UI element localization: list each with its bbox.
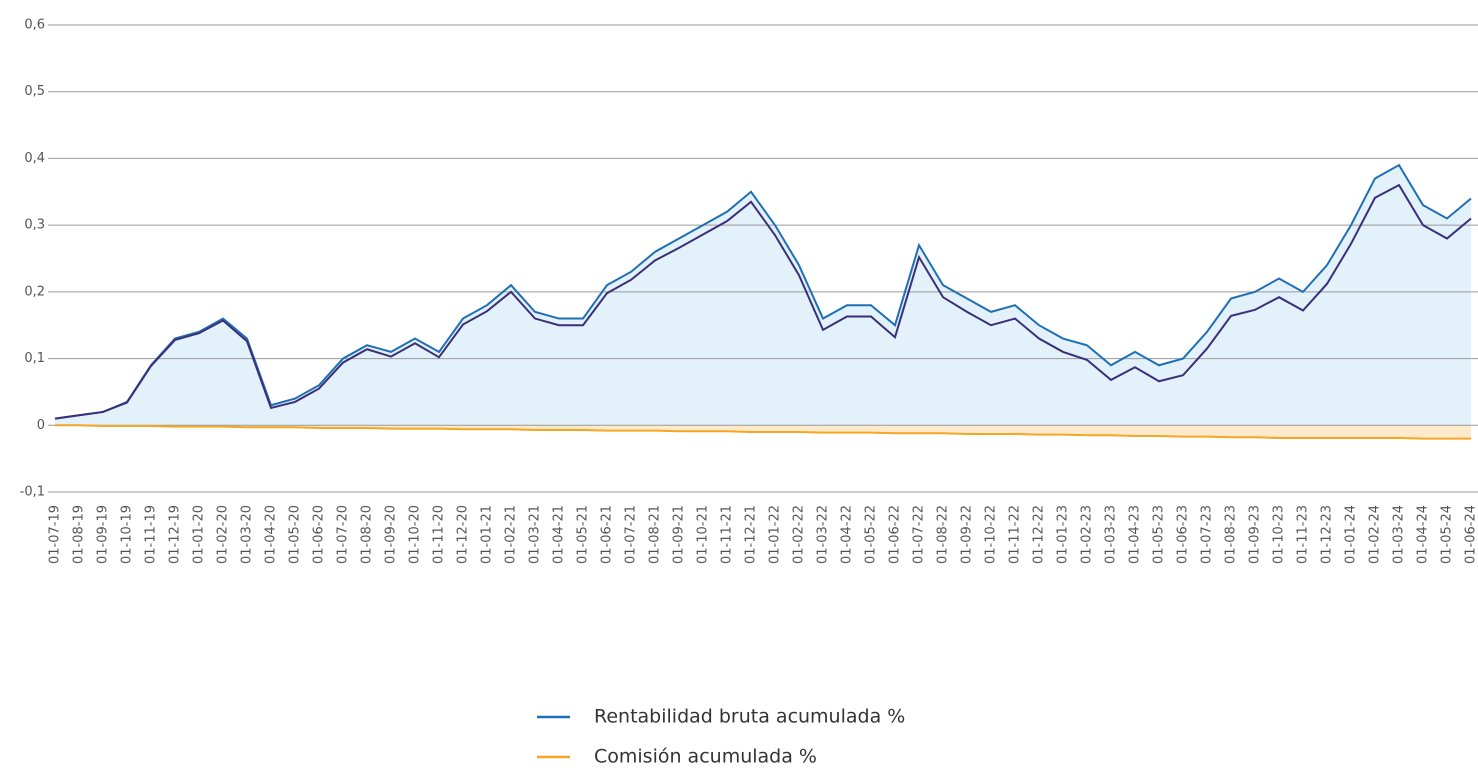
x-tick-label: 01-10-21 bbox=[696, 505, 711, 564]
x-tick-label: 01-01-23 bbox=[1056, 505, 1071, 564]
x-tick-label: 01-04-23 bbox=[1128, 505, 1143, 564]
x-tick-label: 01-09-20 bbox=[384, 505, 399, 564]
x-tick-label: 01-11-21 bbox=[720, 505, 735, 564]
x-tick-label: 01-09-19 bbox=[96, 505, 111, 564]
x-tick-label: 01-12-23 bbox=[1320, 505, 1335, 564]
legend-label: Comisión acumulada % bbox=[594, 746, 817, 768]
series-line bbox=[54, 163, 1472, 420]
x-tick-label: 01-03-22 bbox=[816, 505, 831, 564]
x-tick-label: 01-07-23 bbox=[1200, 505, 1215, 564]
x-tick-label: 01-08-22 bbox=[936, 505, 951, 564]
y-tick-label: -0,1 bbox=[20, 485, 45, 500]
x-tick-label: 01-06-23 bbox=[1176, 505, 1191, 564]
legend-label: Rentabilidad bruta acumulada % bbox=[594, 706, 905, 728]
x-tick-label: 01-09-21 bbox=[672, 505, 687, 564]
x-tick-label: 01-06-22 bbox=[888, 505, 903, 564]
x-tick-label: 01-02-22 bbox=[792, 505, 807, 564]
x-tick-label: 01-08-23 bbox=[1224, 505, 1239, 564]
y-tick-label: 0,4 bbox=[24, 151, 45, 166]
x-tick-label: 01-02-23 bbox=[1080, 505, 1095, 564]
x-tick-label: 01-02-24 bbox=[1368, 505, 1383, 564]
area bbox=[55, 165, 1471, 426]
y-tick-label: 0 bbox=[37, 418, 45, 433]
x-tick-label: 01-09-22 bbox=[960, 505, 975, 564]
x-tick-label: 01-03-20 bbox=[240, 505, 255, 564]
x-tick-label: 01-04-21 bbox=[552, 505, 567, 564]
x-tick-label: 01-12-21 bbox=[744, 505, 759, 564]
x-tick-label: 01-12-19 bbox=[168, 505, 183, 564]
x-tick-label: 01-03-24 bbox=[1392, 505, 1407, 564]
x-tick-label: 01-01-21 bbox=[480, 505, 495, 564]
y-tick-label: 0,3 bbox=[24, 218, 45, 233]
series-line bbox=[55, 424, 1471, 440]
x-tick-label: 01-07-19 bbox=[48, 505, 63, 564]
x-tick-label: 01-02-20 bbox=[216, 505, 231, 564]
x-tick-label: 01-11-20 bbox=[432, 505, 447, 564]
x-tick-label: 01-08-21 bbox=[648, 505, 663, 564]
x-tick-label: 01-07-20 bbox=[336, 505, 351, 564]
x-tick-label: 01-10-23 bbox=[1272, 505, 1287, 564]
x-tick-label: 01-06-20 bbox=[312, 505, 327, 564]
x-tick-label: 01-10-19 bbox=[120, 505, 135, 564]
y-tick-label: 0,2 bbox=[24, 284, 45, 299]
x-tick-label: 01-01-24 bbox=[1344, 505, 1359, 564]
x-tick-label: 01-04-22 bbox=[840, 505, 855, 564]
x-tick-label: 01-05-22 bbox=[864, 505, 879, 564]
x-tick-label: 01-02-21 bbox=[504, 505, 519, 564]
x-tick-label: 01-04-24 bbox=[1416, 505, 1431, 564]
x-tick-label: 01-09-23 bbox=[1248, 505, 1263, 564]
x-tick-label: 01-12-20 bbox=[456, 505, 471, 564]
x-tick-label: 01-03-23 bbox=[1104, 505, 1119, 564]
y-tick-label: 0,1 bbox=[24, 351, 45, 366]
x-tick-label: 01-05-24 bbox=[1440, 505, 1455, 564]
x-tick-label: 01-08-20 bbox=[360, 505, 375, 564]
x-tick-label: 01-11-23 bbox=[1296, 505, 1311, 564]
x-tick-label: 01-07-21 bbox=[624, 505, 639, 564]
x-tick-label: 01-01-22 bbox=[768, 505, 783, 564]
x-tick-label: 01-07-22 bbox=[912, 505, 927, 564]
x-tick-label: 01-11-22 bbox=[1008, 505, 1023, 564]
series-line bbox=[54, 183, 1472, 420]
x-tick-label: 01-10-22 bbox=[984, 505, 999, 564]
x-tick-label: 01-08-19 bbox=[72, 505, 87, 564]
x-tick-label: 01-05-23 bbox=[1152, 505, 1167, 564]
x-tick-label: 01-05-21 bbox=[576, 505, 591, 564]
x-tick-label: 01-06-24 bbox=[1464, 505, 1478, 564]
x-tick-label: 01-05-20 bbox=[288, 505, 303, 564]
y-tick-label: 0,5 bbox=[24, 84, 45, 99]
y-tick-label: 0,6 bbox=[24, 18, 45, 33]
x-tick-label: 01-11-19 bbox=[144, 505, 159, 564]
x-tick-label: 01-04-20 bbox=[264, 505, 279, 564]
x-tick-label: 01-01-20 bbox=[192, 505, 207, 564]
x-tick-label: 01-12-22 bbox=[1032, 505, 1047, 564]
x-tick-label: 01-10-20 bbox=[408, 505, 423, 564]
x-tick-label: 01-06-21 bbox=[600, 505, 615, 564]
x-tick-label: 01-03-21 bbox=[528, 505, 543, 564]
